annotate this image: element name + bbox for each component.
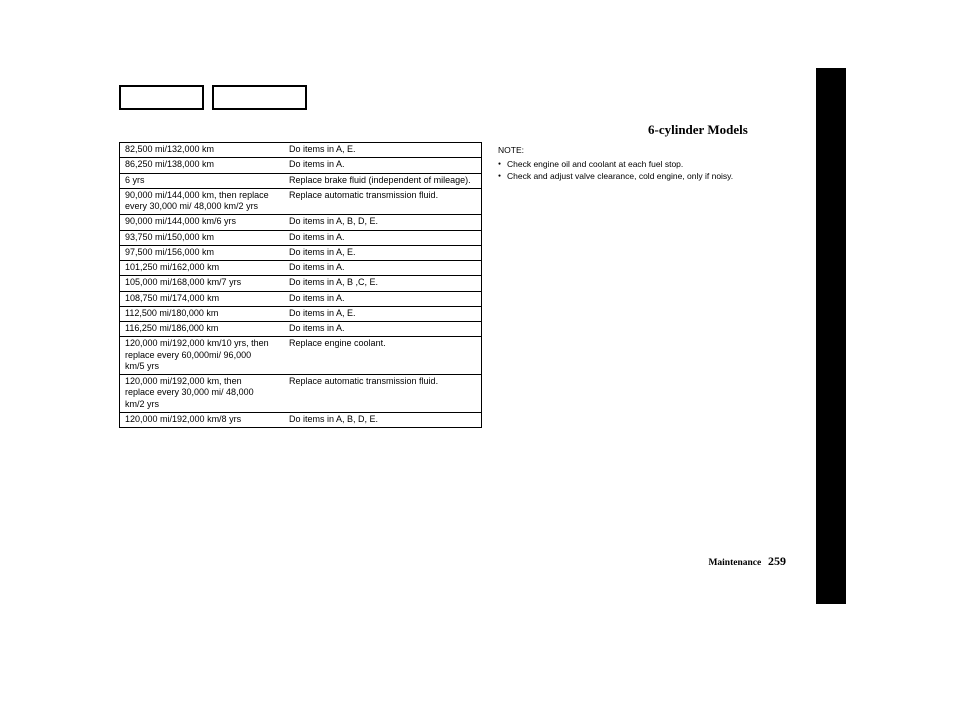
interval-cell: 97,500 mi/156,000 km	[120, 246, 275, 260]
section-tab	[816, 68, 846, 604]
table-row: 93,750 mi/150,000 kmDo items in A.	[120, 231, 481, 246]
table-row: 120,000 mi/192,000 km, then replace ever…	[120, 375, 481, 413]
page-footer: Maintenance 259	[0, 554, 786, 569]
page: 6-cylinder Models 82,500 mi/132,000 kmDo…	[0, 0, 954, 710]
page-title: 6-cylinder Models	[648, 122, 748, 138]
interval-cell: 108,750 mi/174,000 km	[120, 292, 275, 306]
table-row: 120,000 mi/192,000 km/10 yrs, then repla…	[120, 337, 481, 375]
footer-section: Maintenance	[708, 558, 761, 568]
notes-list: ●Check engine oil and coolant at each fu…	[498, 159, 733, 183]
action-cell: Replace brake fluid (independent of mile…	[275, 174, 481, 188]
callout-box-1	[119, 85, 204, 110]
table-row: 97,500 mi/156,000 kmDo items in A, E.	[120, 246, 481, 261]
action-cell: Do items in A, E.	[275, 143, 481, 157]
note-text: Check engine oil and coolant at each fue…	[507, 159, 683, 169]
interval-cell: 112,500 mi/180,000 km	[120, 307, 275, 321]
interval-cell: 116,250 mi/186,000 km	[120, 322, 275, 336]
notes-block: NOTE: ●Check engine oil and coolant at e…	[498, 145, 733, 183]
maintenance-schedule-table: 82,500 mi/132,000 kmDo items in A, E.86,…	[119, 142, 482, 428]
table-row: 90,000 mi/144,000 km/6 yrsDo items in A,…	[120, 215, 481, 230]
interval-cell: 105,000 mi/168,000 km/7 yrs	[120, 276, 275, 290]
note-item: ●Check engine oil and coolant at each fu…	[498, 159, 733, 171]
footer-page-number: 259	[768, 554, 786, 568]
interval-cell: 90,000 mi/144,000 km/6 yrs	[120, 215, 275, 229]
table-row: 116,250 mi/186,000 kmDo items in A.	[120, 322, 481, 337]
action-cell: Do items in A.	[275, 231, 481, 245]
table-row: 6 yrsReplace brake fluid (independent of…	[120, 174, 481, 189]
interval-cell: 6 yrs	[120, 174, 275, 188]
interval-cell: 120,000 mi/192,000 km, then replace ever…	[120, 375, 275, 412]
note-item: ●Check and adjust valve clearance, cold …	[498, 171, 733, 183]
table-row: 82,500 mi/132,000 kmDo items in A, E.	[120, 143, 481, 158]
table-row: 90,000 mi/144,000 km, then replace every…	[120, 189, 481, 216]
table-row: 101,250 mi/162,000 kmDo items in A.	[120, 261, 481, 276]
interval-cell: 120,000 mi/192,000 km/10 yrs, then repla…	[120, 337, 275, 374]
bullet-icon: ●	[498, 173, 507, 180]
table-row: 112,500 mi/180,000 kmDo items in A, E.	[120, 307, 481, 322]
table-row: 120,000 mi/192,000 km/8 yrsDo items in A…	[120, 413, 481, 427]
action-cell: Replace automatic transmission fluid.	[275, 189, 481, 215]
table-row: 108,750 mi/174,000 kmDo items in A.	[120, 292, 481, 307]
action-cell: Replace automatic transmission fluid.	[275, 375, 481, 412]
interval-cell: 90,000 mi/144,000 km, then replace every…	[120, 189, 275, 215]
action-cell: Replace engine coolant.	[275, 337, 481, 374]
interval-cell: 120,000 mi/192,000 km/8 yrs	[120, 413, 275, 427]
bullet-icon: ●	[498, 161, 507, 168]
table-row: 105,000 mi/168,000 km/7 yrsDo items in A…	[120, 276, 481, 291]
note-text: Check and adjust valve clearance, cold e…	[507, 171, 733, 181]
action-cell: Do items in A, B ,C, E.	[275, 276, 481, 290]
action-cell: Do items in A.	[275, 261, 481, 275]
interval-cell: 82,500 mi/132,000 km	[120, 143, 275, 157]
callout-box-2	[212, 85, 307, 110]
action-cell: Do items in A, E.	[275, 246, 481, 260]
notes-heading: NOTE:	[498, 145, 733, 157]
action-cell: Do items in A, E.	[275, 307, 481, 321]
action-cell: Do items in A.	[275, 158, 481, 172]
action-cell: Do items in A.	[275, 292, 481, 306]
action-cell: Do items in A, B, D, E.	[275, 413, 481, 427]
interval-cell: 101,250 mi/162,000 km	[120, 261, 275, 275]
action-cell: Do items in A.	[275, 322, 481, 336]
interval-cell: 93,750 mi/150,000 km	[120, 231, 275, 245]
table-row: 86,250 mi/138,000 kmDo items in A.	[120, 158, 481, 173]
interval-cell: 86,250 mi/138,000 km	[120, 158, 275, 172]
action-cell: Do items in A, B, D, E.	[275, 215, 481, 229]
